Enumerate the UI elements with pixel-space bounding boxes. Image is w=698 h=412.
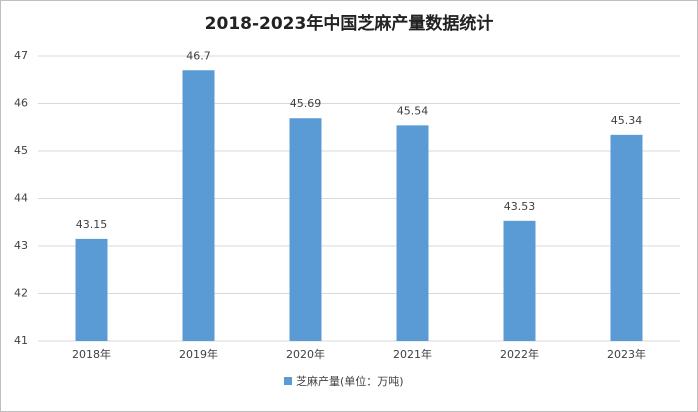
y-tick-label: 41 [14, 334, 28, 347]
y-tick-label: 44 [14, 192, 28, 205]
legend-label: 芝麻产量(单位：万吨) [296, 374, 404, 388]
x-tick-label: 2020年 [286, 347, 325, 361]
value-label: 46.7 [186, 49, 211, 62]
bar [610, 134, 643, 341]
value-label: 45.34 [611, 114, 643, 127]
x-tick-label: 2018年 [72, 347, 111, 361]
bar [182, 70, 215, 341]
chart-title: 2018-2023年中国芝麻产量数据统计 [205, 13, 494, 34]
x-tick-label: 2022年 [500, 347, 539, 361]
y-tick-label: 45 [14, 144, 28, 157]
x-tick-label: 2023年 [607, 347, 646, 361]
x-tick-label: 2021年 [393, 347, 432, 361]
y-tick-label: 46 [14, 97, 28, 110]
y-tick-label: 43 [14, 239, 28, 252]
bar [289, 118, 322, 341]
value-label: 43.15 [76, 218, 108, 231]
value-label: 43.53 [504, 200, 536, 213]
value-label: 45.69 [290, 97, 322, 110]
value-label: 45.54 [397, 104, 429, 117]
legend-swatch [284, 377, 292, 385]
bar [396, 125, 429, 341]
x-tick-label: 2019年 [179, 347, 218, 361]
bar [75, 238, 108, 341]
bar [503, 220, 536, 341]
y-tick-label: 42 [14, 287, 28, 300]
y-tick-label: 47 [14, 49, 28, 62]
